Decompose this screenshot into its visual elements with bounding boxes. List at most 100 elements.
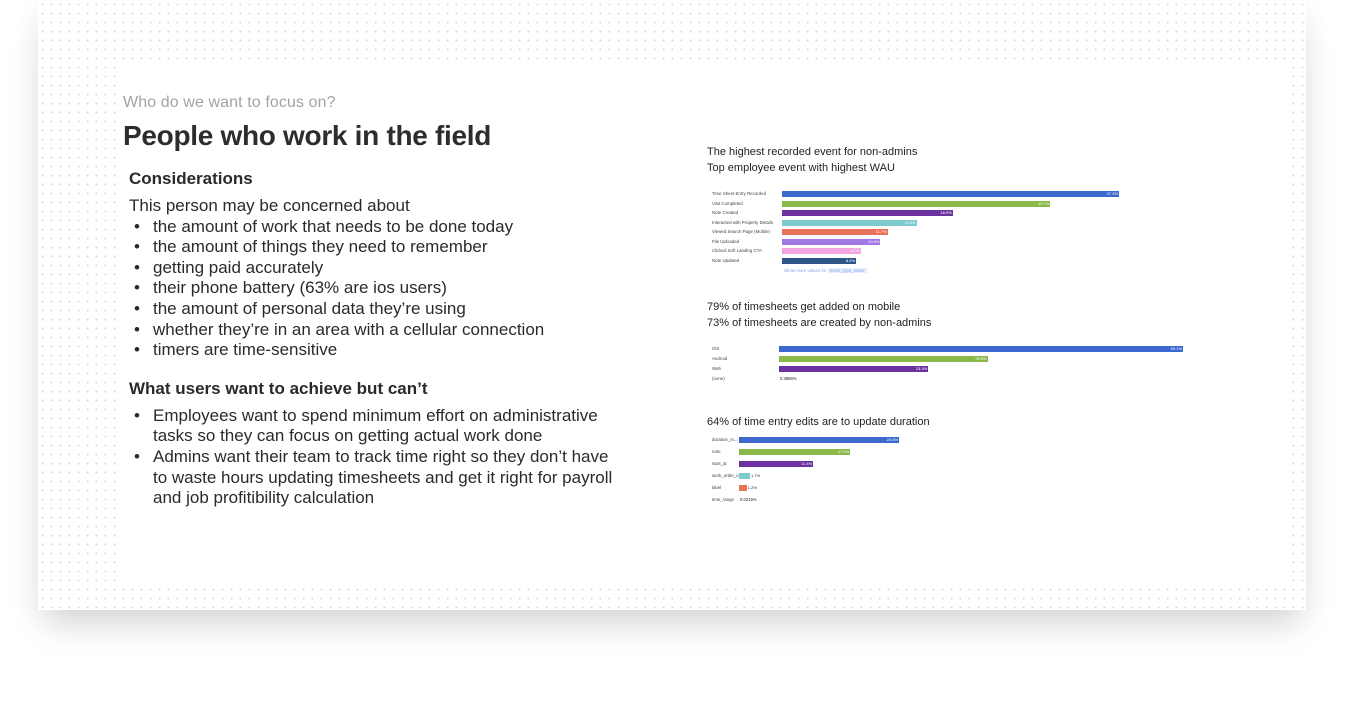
considerations-heading: Considerations (129, 169, 253, 188)
bar: 11.4% (739, 461, 814, 467)
bar-value-label: 1.7% (751, 473, 761, 478)
category-label: (none) (712, 376, 725, 381)
list-item: Employees want to spend minimum effort o… (134, 406, 623, 447)
bar: 1.7% (739, 473, 760, 479)
category-label: Viewed Search Page (Mobile) (712, 229, 771, 234)
list-item: the amount of personal data they’re usin… (134, 299, 643, 320)
slide-kicker: Who do we want to focus on? (123, 94, 336, 111)
considerations-intro: This person may be concerned about (129, 196, 410, 215)
bar: 18.9% (782, 210, 953, 216)
bar: 23.3% (779, 366, 929, 372)
category-label: Visit Completed (712, 200, 743, 206)
bar: 11.7% (782, 229, 888, 235)
bar-value-label: 0.0215% (740, 497, 757, 502)
bar: 8.7% (782, 248, 861, 254)
bar-value-label: 29.7% (1037, 200, 1050, 206)
category-label: note (712, 449, 721, 454)
bar: 29.7% (782, 200, 1051, 207)
category-label: File Uploaded (712, 238, 740, 244)
chart-row: File Uploaded 10.9% (707, 238, 1119, 247)
event-bar-chart: Time Sheet Entry Recorded 37.3% Visit Comp… (707, 190, 1122, 280)
chart-row: iOS 63.1% (707, 345, 1183, 354)
category-label: Time Sheet Entry Recorded (712, 191, 767, 196)
chart2-heading: 79% of timesheets get added on mobile 73… (707, 300, 931, 331)
bar-value-label: 8.2% (845, 257, 856, 263)
bar-value-label: 0.3866% (780, 376, 797, 381)
bar-value-label: 37.3% (1106, 191, 1118, 196)
wants-list: Employees want to spend minimum effort o… (129, 406, 623, 509)
bar-value-label: 11.7% (875, 229, 887, 234)
bar: 14.9% (782, 219, 917, 226)
category-label: label (712, 485, 722, 490)
slide-title: People who work in the field (123, 120, 492, 151)
bar-value-label: 24.6% (886, 437, 898, 442)
bar: 32.6% (779, 356, 988, 362)
list-item: getting paid accurately (134, 258, 643, 279)
bar-value-label: 23.3% (915, 366, 928, 371)
wants-section: What users want to achieve but can’t Emp… (129, 379, 643, 509)
category-label: Web (712, 366, 721, 371)
list-item: timers are time-sensitive (134, 340, 643, 361)
chart3-title: 64% of time entry edits are to update du… (707, 416, 930, 428)
chart-row: Viewed Search Page (Mobile) 11.7% (707, 228, 1119, 237)
show-more-link[interactable]: Show more values for event_type_name (784, 268, 867, 273)
edit-field-bar-chart: duration_m... 24.6% note 17.1% start_at 11.4%… (707, 436, 927, 506)
category-label: Note Created (712, 210, 739, 215)
bar-value-label: 32.6% (975, 356, 987, 361)
category-label: Android (712, 356, 728, 361)
chart-row: Note Created 18.9% (707, 209, 1119, 218)
chart-row: label 1.2% (707, 484, 899, 493)
bar-value-label: 17.1% (837, 449, 850, 454)
category-label: duration_m... (712, 437, 738, 442)
category-label: work_order_id (712, 473, 740, 478)
left-column: Who do we want to focus on? People who w… (123, 94, 643, 509)
chart-row: time_range 0.0215% (707, 496, 899, 505)
chart-row: Web 23.3% (707, 365, 1183, 374)
bar-value-label: 8.7% (850, 248, 860, 253)
bar-value-label: 63.1% (1170, 346, 1182, 351)
considerations-section: Considerations This person may be concer… (129, 169, 643, 361)
chart-row: (none) 0.3866% (707, 375, 1183, 384)
chart-row: note 17.1% (707, 448, 899, 457)
chart-row: work_order_id 1.7% (707, 472, 899, 481)
chart1-subtitle: Top employee event with highest WAU (707, 161, 895, 174)
chart-row: Time Sheet Entry Recorded 37.3% (707, 190, 1119, 199)
list-item: Admins want their team to track time rig… (134, 447, 623, 509)
chart-row: Interacted with Property Details 14.9% (707, 219, 1119, 228)
chart-row: Android 32.6% (707, 355, 1183, 364)
list-item: whether they’re in an area with a cellul… (134, 320, 643, 341)
bar: 17.1% (739, 449, 851, 455)
list-item: the amount of work that needs to be done… (134, 217, 643, 238)
show-more-chip: event_type_name (827, 268, 867, 273)
chart-row: Note Updated 8.2% (707, 257, 1119, 266)
bar-value-label: 14.9% (904, 219, 916, 225)
bar: 37.3% (782, 191, 1119, 197)
category-label: time_range (712, 497, 734, 502)
chart-row: Clicked Soft Landing CTA 8.7% (707, 247, 1119, 256)
chart-row: Visit Completed 29.7% (707, 200, 1119, 209)
chart-row: duration_m... 24.6% (707, 436, 899, 445)
bar-value-label: 1.2% (747, 485, 757, 490)
wants-heading: What users want to achieve but can’t (129, 378, 428, 398)
bar-value-label: 11.4% (801, 461, 813, 466)
bar: 24.6% (739, 437, 899, 443)
category-label: iOS (712, 346, 720, 351)
platform-bar-chart: iOS 63.1% Android 32.6% Web 23.3% (none) 0.3866… (707, 345, 1187, 385)
show-more-label: Show more values for (784, 268, 828, 273)
chart1-heading: The highest recorded event for non-admin… (707, 145, 917, 176)
bar: 8.2% (782, 257, 857, 264)
chart1-title: The highest recorded event for non-admin… (707, 146, 918, 158)
category-label: Note Updated (712, 257, 740, 263)
bar: 10.9% (782, 238, 881, 245)
chart-row: start_at 11.4% (707, 460, 899, 469)
bar-value-label: 10.9% (868, 238, 880, 244)
bar: 63.1% (779, 346, 1183, 352)
chart3-heading: 64% of time entry edits are to update du… (707, 415, 930, 431)
chart2-title: 79% of timesheets get added on mobile (707, 301, 901, 313)
list-item: their phone battery (63% are ios users) (134, 278, 643, 299)
list-item: the amount of things they need to rememb… (134, 237, 643, 258)
category-label: start_at (712, 461, 727, 466)
chart2-subtitle: 73% of timesheets are created by non-adm… (707, 316, 932, 329)
considerations-list: the amount of work that needs to be done… (129, 217, 643, 361)
bar: 1.2% (739, 485, 757, 491)
